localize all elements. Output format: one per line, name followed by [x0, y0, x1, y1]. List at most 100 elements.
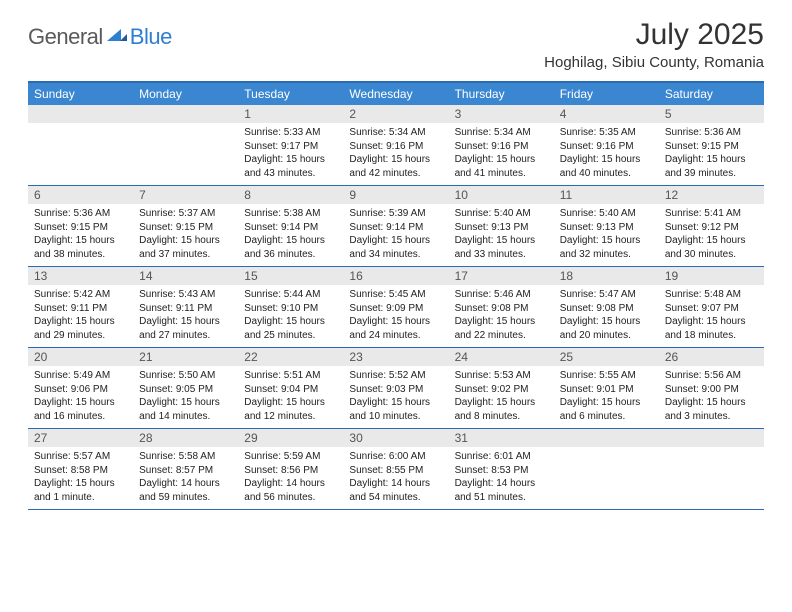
day-number: 17 — [449, 267, 554, 285]
calendar-day: 25Sunrise: 5:55 AMSunset: 9:01 PMDayligh… — [554, 348, 659, 428]
day-details: Sunrise: 5:43 AMSunset: 9:11 PMDaylight:… — [133, 285, 238, 347]
day-number: 31 — [449, 429, 554, 447]
day-details: Sunrise: 5:51 AMSunset: 9:04 PMDaylight:… — [238, 366, 343, 428]
calendar-day-empty — [659, 429, 764, 509]
day-details: Sunrise: 5:46 AMSunset: 9:08 PMDaylight:… — [449, 285, 554, 347]
calendar-day-empty — [28, 105, 133, 185]
calendar-day: 5Sunrise: 5:36 AMSunset: 9:15 PMDaylight… — [659, 105, 764, 185]
calendar-day: 3Sunrise: 5:34 AMSunset: 9:16 PMDaylight… — [449, 105, 554, 185]
header: General Blue July 2025 Hoghilag, Sibiu C… — [28, 18, 764, 71]
logo-part2: Blue — [130, 24, 172, 50]
day-number: 24 — [449, 348, 554, 366]
day-number — [28, 105, 133, 123]
calendar-day: 24Sunrise: 5:53 AMSunset: 9:02 PMDayligh… — [449, 348, 554, 428]
day-number: 13 — [28, 267, 133, 285]
day-number: 12 — [659, 186, 764, 204]
calendar-day: 29Sunrise: 5:59 AMSunset: 8:56 PMDayligh… — [238, 429, 343, 509]
weekday-header: SundayMondayTuesdayWednesdayThursdayFrid… — [28, 83, 764, 105]
calendar-day: 30Sunrise: 6:00 AMSunset: 8:55 PMDayligh… — [343, 429, 448, 509]
day-details: Sunrise: 5:52 AMSunset: 9:03 PMDaylight:… — [343, 366, 448, 428]
calendar-week: 13Sunrise: 5:42 AMSunset: 9:11 PMDayligh… — [28, 267, 764, 348]
day-number: 10 — [449, 186, 554, 204]
calendar-week: 27Sunrise: 5:57 AMSunset: 8:58 PMDayligh… — [28, 429, 764, 510]
day-number — [659, 429, 764, 447]
calendar-day: 26Sunrise: 5:56 AMSunset: 9:00 PMDayligh… — [659, 348, 764, 428]
day-number: 27 — [28, 429, 133, 447]
day-details: Sunrise: 5:35 AMSunset: 9:16 PMDaylight:… — [554, 123, 659, 185]
calendar-body: 1Sunrise: 5:33 AMSunset: 9:17 PMDaylight… — [28, 105, 764, 510]
calendar-day-empty — [133, 105, 238, 185]
day-number: 28 — [133, 429, 238, 447]
weekday-label: Monday — [133, 83, 238, 105]
day-number: 9 — [343, 186, 448, 204]
day-details: Sunrise: 6:01 AMSunset: 8:53 PMDaylight:… — [449, 447, 554, 509]
day-number: 15 — [238, 267, 343, 285]
day-details: Sunrise: 5:37 AMSunset: 9:15 PMDaylight:… — [133, 204, 238, 266]
calendar-day: 10Sunrise: 5:40 AMSunset: 9:13 PMDayligh… — [449, 186, 554, 266]
day-number: 1 — [238, 105, 343, 123]
weekday-label: Tuesday — [238, 83, 343, 105]
calendar-day: 31Sunrise: 6:01 AMSunset: 8:53 PMDayligh… — [449, 429, 554, 509]
calendar-day: 22Sunrise: 5:51 AMSunset: 9:04 PMDayligh… — [238, 348, 343, 428]
day-details: Sunrise: 5:36 AMSunset: 9:15 PMDaylight:… — [659, 123, 764, 185]
day-details: Sunrise: 5:42 AMSunset: 9:11 PMDaylight:… — [28, 285, 133, 347]
calendar-day: 19Sunrise: 5:48 AMSunset: 9:07 PMDayligh… — [659, 267, 764, 347]
location: Hoghilag, Sibiu County, Romania — [544, 54, 764, 71]
day-number: 22 — [238, 348, 343, 366]
calendar-day: 20Sunrise: 5:49 AMSunset: 9:06 PMDayligh… — [28, 348, 133, 428]
day-number: 23 — [343, 348, 448, 366]
title-block: July 2025 Hoghilag, Sibiu County, Romani… — [544, 18, 764, 71]
day-number: 25 — [554, 348, 659, 366]
day-number: 29 — [238, 429, 343, 447]
day-details: Sunrise: 5:38 AMSunset: 9:14 PMDaylight:… — [238, 204, 343, 266]
calendar-week: 20Sunrise: 5:49 AMSunset: 9:06 PMDayligh… — [28, 348, 764, 429]
day-details: Sunrise: 5:47 AMSunset: 9:08 PMDaylight:… — [554, 285, 659, 347]
day-number: 11 — [554, 186, 659, 204]
day-number: 16 — [343, 267, 448, 285]
day-number: 14 — [133, 267, 238, 285]
day-number: 2 — [343, 105, 448, 123]
calendar-day: 27Sunrise: 5:57 AMSunset: 8:58 PMDayligh… — [28, 429, 133, 509]
weekday-label: Friday — [554, 83, 659, 105]
calendar: SundayMondayTuesdayWednesdayThursdayFrid… — [28, 81, 764, 510]
day-number: 21 — [133, 348, 238, 366]
day-details: Sunrise: 5:36 AMSunset: 9:15 PMDaylight:… — [28, 204, 133, 266]
weekday-label: Saturday — [659, 83, 764, 105]
calendar-day-empty — [554, 429, 659, 509]
calendar-day: 23Sunrise: 5:52 AMSunset: 9:03 PMDayligh… — [343, 348, 448, 428]
logo: General Blue — [28, 18, 172, 50]
day-details: Sunrise: 5:48 AMSunset: 9:07 PMDaylight:… — [659, 285, 764, 347]
day-details: Sunrise: 5:55 AMSunset: 9:01 PMDaylight:… — [554, 366, 659, 428]
day-details: Sunrise: 5:53 AMSunset: 9:02 PMDaylight:… — [449, 366, 554, 428]
weekday-label: Thursday — [449, 83, 554, 105]
day-details: Sunrise: 5:45 AMSunset: 9:09 PMDaylight:… — [343, 285, 448, 347]
day-details: Sunrise: 5:34 AMSunset: 9:16 PMDaylight:… — [449, 123, 554, 185]
calendar-day: 14Sunrise: 5:43 AMSunset: 9:11 PMDayligh… — [133, 267, 238, 347]
day-number: 6 — [28, 186, 133, 204]
day-number — [133, 105, 238, 123]
calendar-day: 21Sunrise: 5:50 AMSunset: 9:05 PMDayligh… — [133, 348, 238, 428]
calendar-day: 9Sunrise: 5:39 AMSunset: 9:14 PMDaylight… — [343, 186, 448, 266]
day-details: Sunrise: 5:57 AMSunset: 8:58 PMDaylight:… — [28, 447, 133, 509]
weekday-label: Sunday — [28, 83, 133, 105]
calendar-day: 28Sunrise: 5:58 AMSunset: 8:57 PMDayligh… — [133, 429, 238, 509]
logo-icon — [107, 27, 127, 48]
day-details: Sunrise: 5:39 AMSunset: 9:14 PMDaylight:… — [343, 204, 448, 266]
calendar-day: 1Sunrise: 5:33 AMSunset: 9:17 PMDaylight… — [238, 105, 343, 185]
calendar-day: 18Sunrise: 5:47 AMSunset: 9:08 PMDayligh… — [554, 267, 659, 347]
calendar-day: 13Sunrise: 5:42 AMSunset: 9:11 PMDayligh… — [28, 267, 133, 347]
day-details: Sunrise: 5:40 AMSunset: 9:13 PMDaylight:… — [554, 204, 659, 266]
calendar-day: 11Sunrise: 5:40 AMSunset: 9:13 PMDayligh… — [554, 186, 659, 266]
day-number — [554, 429, 659, 447]
day-number: 18 — [554, 267, 659, 285]
day-number: 3 — [449, 105, 554, 123]
day-details: Sunrise: 5:59 AMSunset: 8:56 PMDaylight:… — [238, 447, 343, 509]
day-details: Sunrise: 6:00 AMSunset: 8:55 PMDaylight:… — [343, 447, 448, 509]
day-details: Sunrise: 5:56 AMSunset: 9:00 PMDaylight:… — [659, 366, 764, 428]
calendar-day: 6Sunrise: 5:36 AMSunset: 9:15 PMDaylight… — [28, 186, 133, 266]
day-details: Sunrise: 5:33 AMSunset: 9:17 PMDaylight:… — [238, 123, 343, 185]
calendar-day: 12Sunrise: 5:41 AMSunset: 9:12 PMDayligh… — [659, 186, 764, 266]
day-number: 19 — [659, 267, 764, 285]
logo-part1: General — [28, 24, 103, 50]
month-title: July 2025 — [544, 18, 764, 52]
